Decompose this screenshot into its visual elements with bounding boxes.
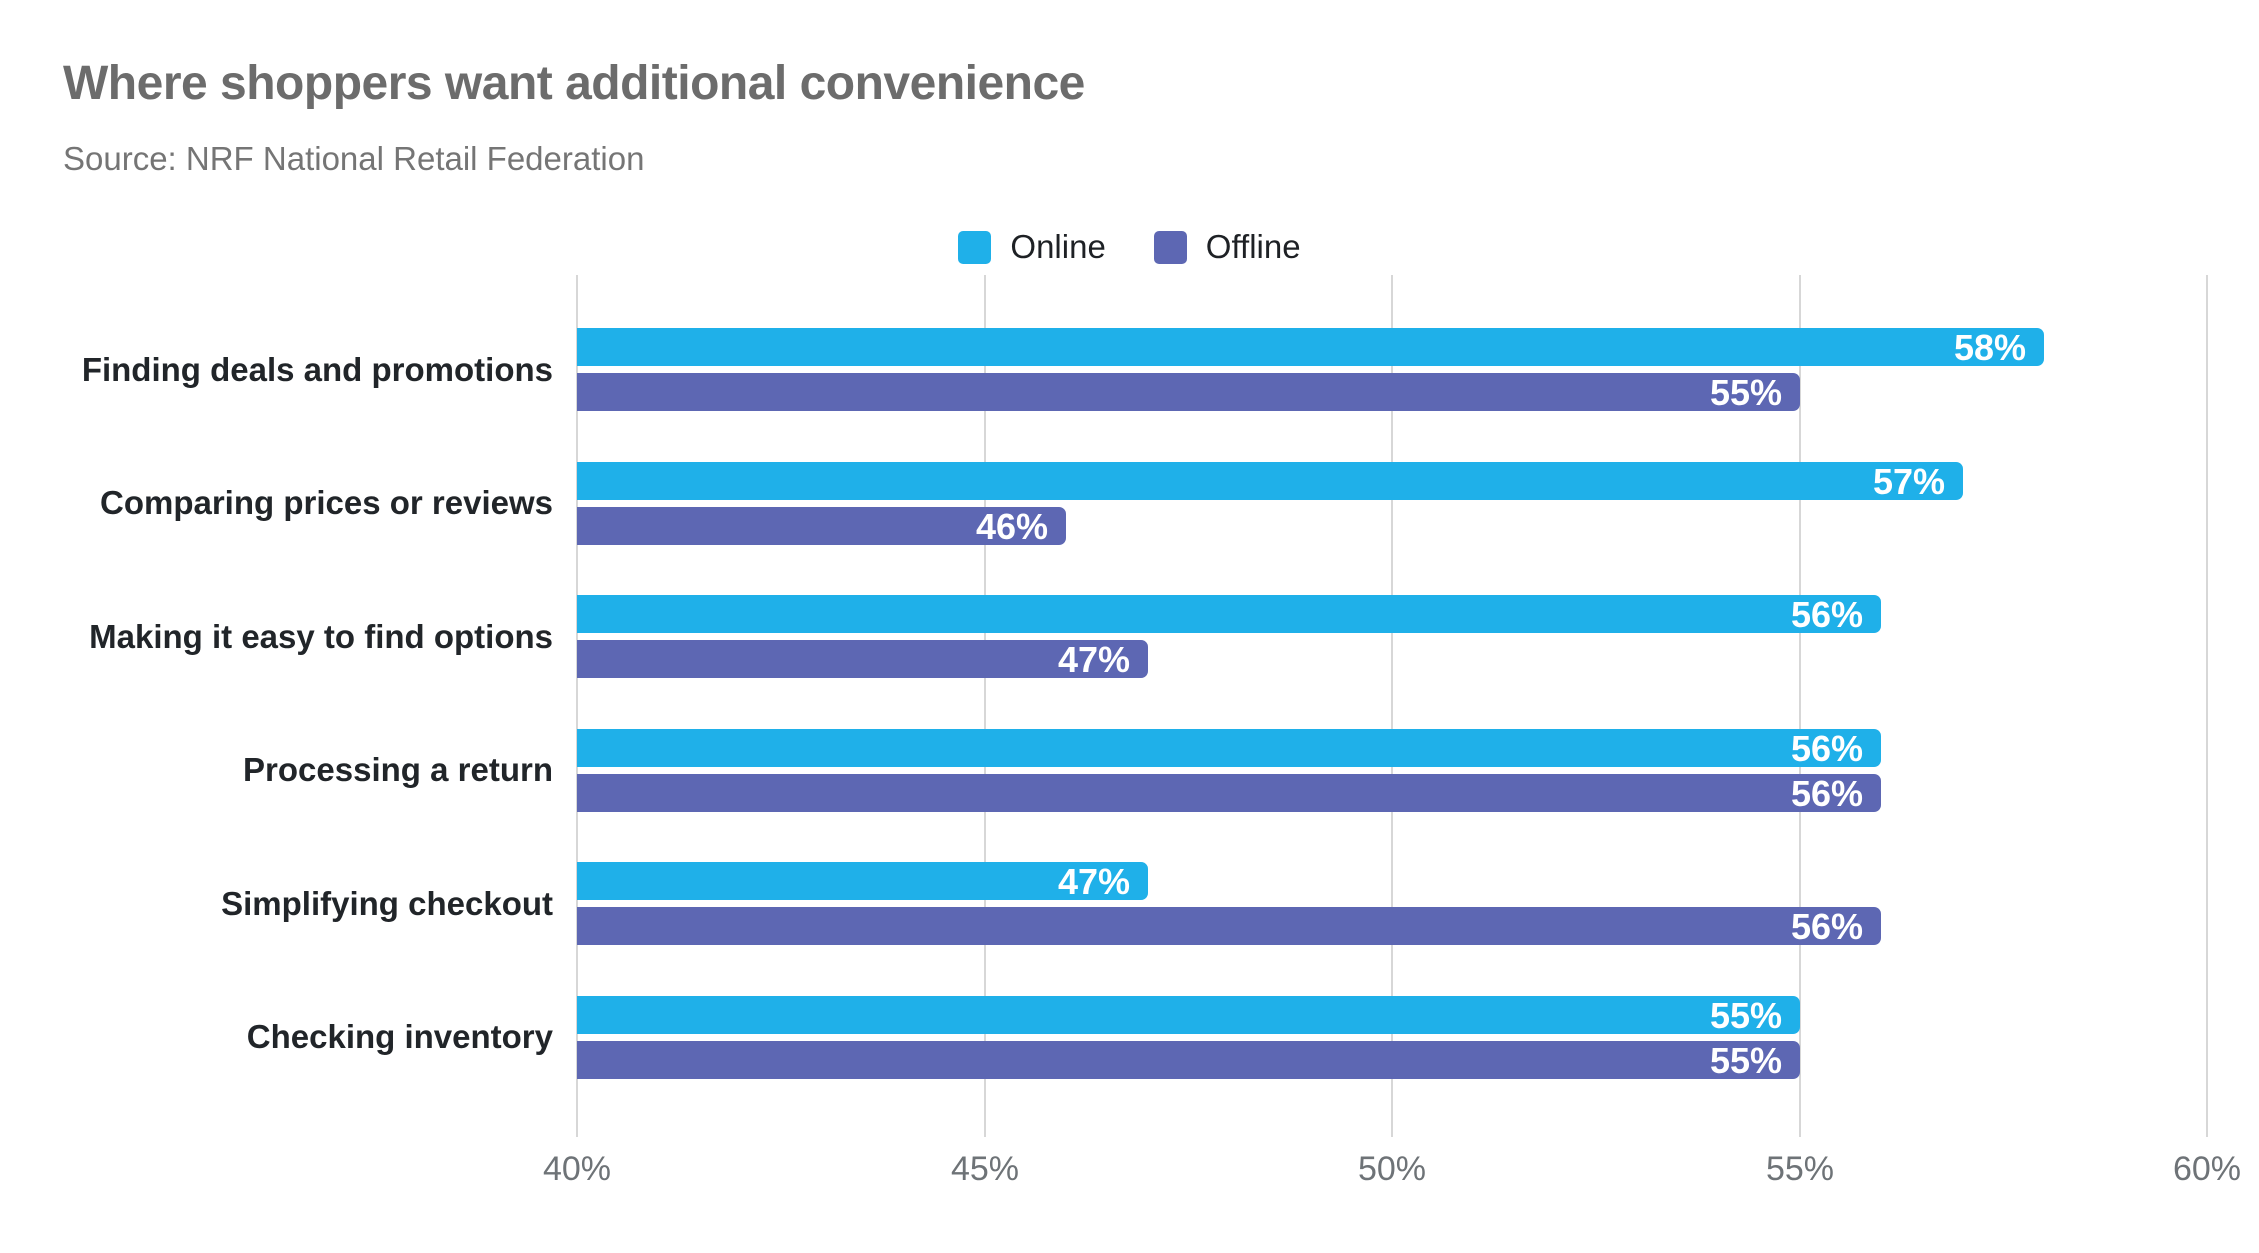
- gridline: [2206, 275, 2208, 1137]
- bar-value-label: 55%: [1709, 372, 1782, 413]
- legend: Online Offline: [0, 228, 2259, 266]
- legend-swatch-online-icon: [958, 230, 992, 264]
- gridline: [1391, 275, 1393, 1137]
- gridline: [1798, 275, 1801, 1137]
- legend-item-offline: Offline: [1153, 228, 1301, 266]
- bar-value-label: 55%: [1709, 1039, 1782, 1081]
- x-tick-label: 55%: [1765, 1150, 1835, 1188]
- bar-value-label: 47%: [1057, 639, 1130, 680]
- bar-offline: 56%: [577, 772, 1881, 814]
- bar-offline: 56%: [577, 906, 1881, 947]
- bar-offline: 47%: [577, 639, 1148, 680]
- gridline: [983, 275, 986, 1137]
- category-label: Processing a return: [243, 751, 553, 788]
- bar-value-label: 55%: [1709, 994, 1782, 1036]
- bar-online: 55%: [577, 994, 1800, 1036]
- legend-label-offline: Offline: [1205, 228, 1301, 265]
- gridline: [576, 275, 578, 1137]
- category-label: Finding deals and promotions: [81, 351, 553, 388]
- bar-value-label: 56%: [1790, 772, 1863, 814]
- bar-value-label: 56%: [1790, 906, 1863, 947]
- category-labels: Finding deals and promotions Comparing pr…: [0, 0, 553, 1253]
- category-label: Simplifying checkout: [221, 885, 553, 922]
- legend-item-online: Online: [958, 228, 1106, 266]
- bar-online: 47%: [577, 861, 1148, 902]
- x-tick-label: 40%: [542, 1150, 612, 1188]
- bar-online: 58%: [577, 327, 2044, 368]
- x-tick-label: 50%: [1357, 1150, 1427, 1188]
- bar-value-label: 57%: [1872, 460, 1945, 502]
- bar-value-label: 46%: [975, 505, 1048, 547]
- x-tick-label: 45%: [950, 1150, 1020, 1188]
- bar-value-label: 47%: [1057, 861, 1130, 902]
- legend-swatch-offline-icon: [1153, 230, 1187, 264]
- legend-label-online: Online: [1010, 228, 1106, 265]
- bar-value-label: 58%: [1953, 327, 2026, 368]
- bar-online: 57%: [577, 460, 1963, 502]
- bar-offline: 46%: [577, 505, 1066, 547]
- chart-title: Where shoppers want additional convenien…: [63, 57, 1085, 110]
- plot-area: 58% 55% 57% 46% 56% 47% 56% 56% 47% 56% 55% 55%: [576, 275, 2208, 1137]
- chart-source: Source: NRF National Retail Federation: [63, 140, 645, 177]
- category-label: Checking inventory: [246, 1018, 553, 1055]
- bar-online: 56%: [577, 727, 1881, 769]
- bar-value-label: 56%: [1790, 594, 1863, 635]
- category-label: Comparing prices or reviews: [100, 484, 553, 521]
- category-label: Making it easy to find options: [89, 618, 553, 655]
- bar-offline: 55%: [577, 372, 1800, 413]
- bar-value-label: 56%: [1790, 727, 1863, 769]
- bar-online: 56%: [577, 594, 1881, 635]
- x-tick-label: 60%: [2172, 1150, 2242, 1188]
- bar-offline: 55%: [577, 1039, 1800, 1081]
